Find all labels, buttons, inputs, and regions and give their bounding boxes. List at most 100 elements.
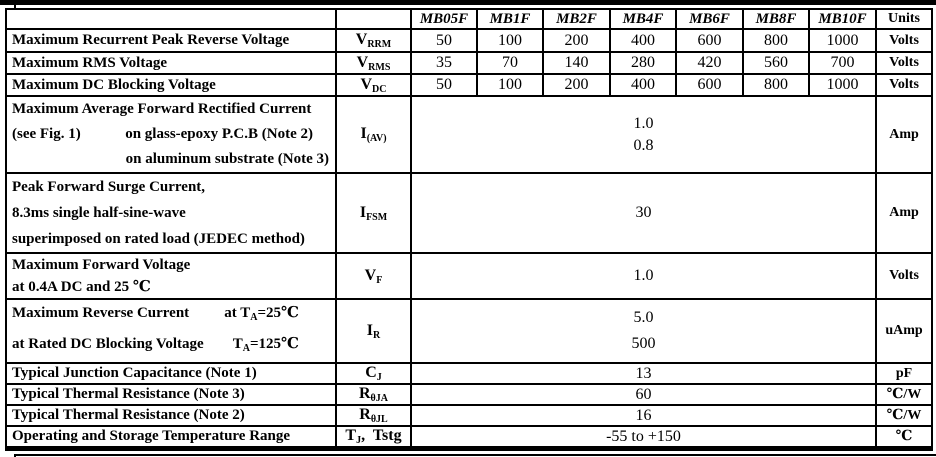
symbol-base: V <box>356 53 369 71</box>
value-cell-merged: 16 <box>410 404 877 427</box>
value-line: 0.8 <box>633 136 654 154</box>
value-cell-merged: 60 <box>410 383 877 406</box>
value-cell: 560 <box>742 51 810 75</box>
maximum-ratings-table: MB05F MB1F MB2F MB4F MB6F MB8F MB10F Uni… <box>5 8 933 451</box>
col-header-mb6f: MB6F <box>675 8 744 30</box>
bottom-rule-stub <box>14 454 16 457</box>
value-cell: 100 <box>476 73 544 97</box>
row-rthjl: Typical Thermal Resistance (Note 2) RθJL… <box>5 404 933 427</box>
unit-cell: uAmp <box>875 298 933 364</box>
param-label-vrrm: Maximum Recurrent Peak Reverse Voltage <box>5 28 337 53</box>
symbol-base: R <box>359 406 371 423</box>
header-row: MB05F MB1F MB2F MB4F MB6F MB8F MB10F Uni… <box>5 8 933 30</box>
symbol-base: R <box>358 385 371 402</box>
reverse-current-label: Maximum Reverse Current <box>12 305 190 321</box>
value-line: 1.0 <box>633 114 654 132</box>
unit-cell: Volts <box>875 73 933 97</box>
row-tj-tstg: Operating and Storage Temperature Range … <box>5 425 933 450</box>
symbol-ir: IR <box>335 298 412 364</box>
value-cell: 280 <box>609 51 677 75</box>
symbol-rthja: RθJA <box>335 383 412 406</box>
symbol-base: V <box>360 75 373 93</box>
row-vrms: Maximum RMS Voltage VRMS 35 70 140 280 4… <box>5 51 933 75</box>
symbol-subscript: θJL <box>370 414 388 425</box>
value-cell: 140 <box>542 51 611 75</box>
value-cell: 800 <box>742 28 810 53</box>
value-cell: 400 <box>609 73 677 97</box>
symbol-subscript: FSM <box>366 211 388 223</box>
value-cell: 700 <box>808 51 877 75</box>
col-header-mb4f: MB4F <box>609 8 677 30</box>
param-line: 8.3ms single half-sine-wave <box>12 205 186 221</box>
col-header-mb2f: MB2F <box>542 8 611 30</box>
row-vdc: Maximum DC Blocking Voltage VDC 50 100 2… <box>5 73 933 97</box>
value-cell: 1000 <box>808 73 877 97</box>
value-cell-merged: 1.0 <box>410 252 877 300</box>
row-vf: Maximum Forward Voltage at 0.4A DC and 2… <box>5 252 933 300</box>
symbol-subscript: RRM <box>367 39 392 50</box>
symbol-tj-tstg: TJ, Tstg <box>335 425 412 450</box>
unit-cell: ℃/W <box>875 404 933 427</box>
param-label-vdc: Maximum DC Blocking Voltage <box>5 73 337 97</box>
symbol-base: V <box>364 266 377 284</box>
symbol-base: I <box>359 203 367 221</box>
row-rthja: Typical Thermal Resistance (Note 3) RθJA… <box>5 383 933 406</box>
param-line: Maximum Average Forward Rectified Curren… <box>12 101 312 117</box>
col-header-mb1f: MB1F <box>476 8 544 30</box>
symbol-vrms: VRMS <box>335 51 412 75</box>
symbol-iav: I(AV) <box>335 95 412 174</box>
value-cell: 100 <box>476 28 544 53</box>
param-line: at 0.4A DC and 25 ℃ <box>12 279 151 295</box>
unit-cell: Volts <box>875 28 933 53</box>
symbol-subscript: J <box>376 372 382 383</box>
symbol-base: T <box>345 427 357 444</box>
unit-cell: Volts <box>875 51 933 75</box>
symbol-subscript: F <box>376 274 383 286</box>
param-label-iav: Maximum Average Forward Rectified Curren… <box>5 95 337 174</box>
value-cell: 35 <box>410 51 478 75</box>
symbol-cj: CJ <box>335 362 412 385</box>
unit-cell: ℃/W <box>875 383 933 406</box>
param-line: Maximum Forward Voltage <box>12 257 191 273</box>
symbol-subscript: θJA <box>370 393 388 404</box>
param-line: superimposed on rated load (JEDEC method… <box>12 231 305 247</box>
value-cell: 70 <box>476 51 544 75</box>
symbol-suffix: , Tstg <box>361 427 402 444</box>
see-fig-note: (see Fig. 1) <box>12 126 81 142</box>
unit-cell: ℃ <box>875 425 933 450</box>
symbol-vdc: VDC <box>335 73 412 97</box>
unit-cell: Volts <box>875 252 933 300</box>
row-ir: Maximum Reverse Current at TA=25℃ at Rat… <box>5 298 933 364</box>
param-label-vf: Maximum Forward Voltage at 0.4A DC and 2… <box>5 252 337 300</box>
symbol-subscript: DC <box>372 83 387 95</box>
top-rule <box>0 0 936 5</box>
symbol-ifsm: IFSM <box>335 172 412 254</box>
symbol-base: I <box>360 125 367 142</box>
param-label-tj-tstg: Operating and Storage Temperature Range <box>5 425 337 450</box>
symbol-vrrm: VRRM <box>335 28 412 53</box>
symbol-base: V <box>355 31 368 48</box>
aluminum-substrate-note: on aluminum substrate (Note 3) <box>125 151 329 167</box>
value-cell: 800 <box>742 73 810 97</box>
value-cell: 420 <box>675 51 744 75</box>
param-line: at Rated DC Blocking Voltage TA=125℃ <box>12 331 334 361</box>
value-cell-merged: -55 to +150 <box>410 425 877 450</box>
value-cell-merged: 1.0 0.8 <box>410 95 877 174</box>
unit-cell: pF <box>875 362 933 385</box>
header-symbol-cell <box>335 8 412 30</box>
top-rule-stub <box>14 5 16 10</box>
row-ifsm: Peak Forward Surge Current, 8.3ms single… <box>5 172 933 254</box>
rated-dc-blocking-label: at Rated DC Blocking Voltage <box>12 336 204 352</box>
value-cell: 1000 <box>808 28 877 53</box>
symbol-base: C <box>365 364 377 381</box>
value-cell: 200 <box>542 73 611 97</box>
value-line: 500 <box>631 335 656 352</box>
row-iav: Maximum Average Forward Rectified Curren… <box>5 95 933 174</box>
value-cell: 50 <box>410 73 478 97</box>
value-cell-merged: 30 <box>410 172 877 254</box>
value-cell: 400 <box>609 28 677 53</box>
col-header-mb10f: MB10F <box>808 8 877 30</box>
col-header-units: Units <box>875 8 933 30</box>
unit-cell: Amp <box>875 172 933 254</box>
value-line: 5.0 <box>633 309 654 326</box>
